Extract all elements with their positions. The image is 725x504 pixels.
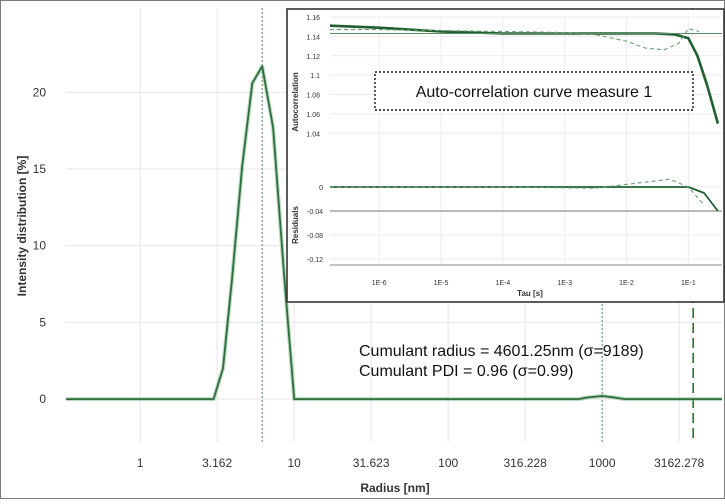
main-x-axis-label: Radius [nm]	[360, 481, 429, 495]
residuals-series-line	[330, 178, 705, 206]
main-x-tick-label: 3162.278	[654, 456, 704, 470]
main-x-tick-label: 10	[287, 456, 301, 470]
residuals-y-axis-label: Residuals	[291, 206, 300, 244]
inset-y-tick-label: 1.14	[306, 34, 320, 41]
autocorrelation-inset: 1E-6 1E-5 1E-4 1E-3 1E-2 1E-1 1.16 1.14 1.12 1.1 1…	[286, 8, 725, 303]
inset-y-tick-label: 1.08	[306, 93, 320, 100]
inset-y-tick-label: 1.04	[306, 131, 320, 138]
inset-frame	[286, 8, 725, 303]
inset-x-tick-label: 1E-5	[434, 280, 449, 287]
inset-x-tick-label: 1E-2	[619, 280, 634, 287]
main-x-tick-label: 1000	[589, 456, 616, 470]
inset-x-tick-label: 1E-3	[557, 280, 572, 287]
inset-y-axis-label: Autocorrelation	[291, 72, 300, 132]
inset-y-tick-label: 1.06	[306, 112, 320, 119]
main-series-line	[66, 65, 722, 401]
residuals-y-tick-label: -0.08	[307, 233, 323, 240]
inset-x-tick-label: 1E-6	[372, 280, 387, 287]
main-y-tick-label: 15	[33, 162, 47, 176]
residuals-y-tick-label: -0.04	[307, 209, 323, 216]
inset-y-tick-label: 1.16	[306, 15, 320, 22]
main-y-tick-label: 20	[33, 85, 47, 99]
main-y-tick-label: 0	[39, 392, 46, 406]
main-x-tick-label: 31.623	[353, 456, 390, 470]
inset-y-tick-label: 1.12	[306, 54, 320, 61]
inset-ticks: 1E-6 1E-5 1E-4 1E-3 1E-2 1E-1 1.16 1.14 1.12 1.1 1…	[306, 15, 695, 287]
residuals-series	[330, 178, 719, 212]
residuals-y-tick-label: 0	[319, 185, 323, 192]
residuals-y-tick-label: -0.12	[307, 257, 323, 264]
residuals-ticks: 0 -0.04 -0.08 -0.12	[307, 185, 323, 264]
inset-series-fit-dashed	[330, 28, 700, 51]
cumulant-pdi-annotation: Cumulant PDI = 0.96 (σ=0.99)	[359, 363, 573, 380]
main-y-tick-label: 10	[33, 239, 47, 253]
main-x-tick-label: 1	[137, 456, 144, 470]
inset-y-tick-label: 1.1	[310, 73, 320, 80]
main-y-tick-label: 5	[39, 315, 46, 329]
main-ticks: 1 3.162 10 31.623 100 316.228 1000 3162.2780510…	[33, 85, 705, 470]
cumulant-radius-annotation: Cumulant radius = 4601.25nm (σ=9189)	[359, 343, 644, 360]
main-y-axis-label: Intensity distribution [%]	[15, 156, 29, 297]
inset-x-tick-label: 1E-4	[495, 280, 510, 287]
main-series	[66, 64, 722, 402]
autocorrelation-series	[329, 24, 722, 124]
main-x-tick-label: 100	[438, 456, 458, 470]
main-x-tick-label: 3.162	[202, 456, 232, 470]
inset-title-box	[374, 71, 694, 111]
inset-title: Auto-correlation curve measure 1	[416, 84, 653, 101]
inset-x-axis-label: Tau [s]	[517, 289, 543, 298]
main-x-tick-label: 316.228	[503, 456, 547, 470]
inset-x-tick-label: 1E-1	[681, 280, 696, 287]
